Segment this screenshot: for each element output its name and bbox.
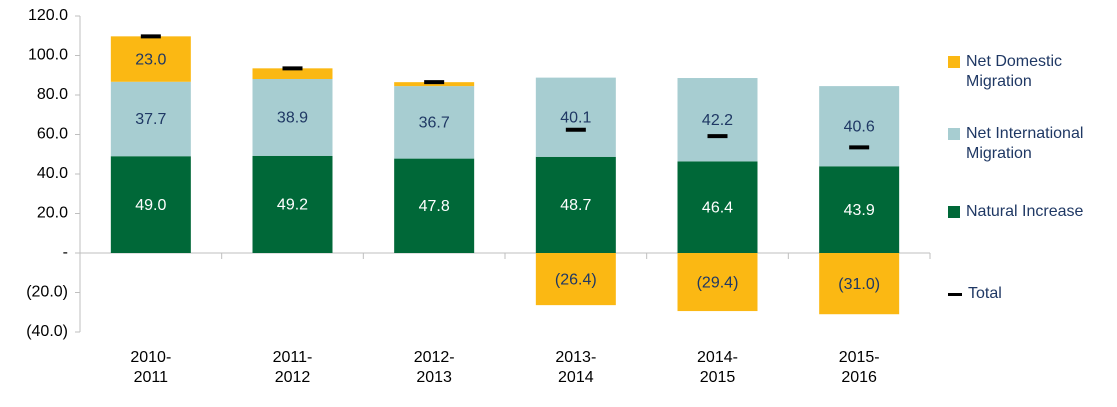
bar-segment bbox=[535, 77, 616, 157]
x-tick-label: 2013-2014 bbox=[555, 349, 597, 386]
value-label: (31.0) bbox=[838, 276, 880, 293]
bar-segment bbox=[252, 79, 333, 156]
bar-segment bbox=[677, 78, 758, 162]
bar-segment bbox=[252, 155, 333, 253]
y-tick-label: 100.0 bbox=[28, 47, 68, 64]
x-tick-label: 2015-2016 bbox=[838, 349, 880, 386]
value-label: 40.1 bbox=[560, 109, 591, 126]
y-tick-label: 40.0 bbox=[37, 165, 68, 182]
bar-segment bbox=[819, 253, 900, 315]
bar-segment bbox=[677, 253, 758, 312]
x-tick-label: 2010-2011 bbox=[130, 349, 172, 386]
value-label: 40.6 bbox=[844, 118, 875, 135]
value-label: (26.4) bbox=[555, 271, 597, 288]
bar-segment bbox=[535, 253, 616, 306]
legend-swatch bbox=[948, 56, 960, 68]
legend-item: Net Domestic Migration bbox=[948, 52, 1076, 92]
value-label: 42.2 bbox=[702, 112, 733, 129]
legend-label: Natural Increase bbox=[966, 203, 1084, 220]
bar-segment bbox=[252, 68, 333, 80]
bar-segment bbox=[110, 156, 191, 253]
legend-item: Total bbox=[948, 284, 1117, 304]
legend-label: Net Domestic Migration bbox=[966, 53, 1063, 90]
y-tick-label: 80.0 bbox=[37, 86, 68, 103]
value-label: 49.2 bbox=[277, 197, 308, 214]
y-tick-label: 120.0 bbox=[28, 7, 68, 24]
x-tick-label: 2011-2012 bbox=[272, 349, 313, 386]
x-tick-label: 2014-2015 bbox=[697, 349, 738, 386]
value-label: 46.4 bbox=[702, 199, 733, 216]
y-tick-label: (20.0) bbox=[26, 284, 68, 301]
value-label: 47.8 bbox=[419, 198, 450, 215]
legend-label: Net International Migration bbox=[966, 125, 1084, 162]
bar-segment bbox=[819, 166, 900, 253]
bar-segment bbox=[110, 81, 191, 157]
bar-segment bbox=[394, 86, 475, 159]
legend-item: Net International Migration bbox=[948, 124, 1116, 164]
value-label: 38.9 bbox=[277, 110, 308, 127]
bar-segment bbox=[819, 86, 900, 167]
legend-item: Natural Increase bbox=[948, 202, 1117, 222]
legend-swatch bbox=[948, 128, 960, 140]
legend-swatch bbox=[948, 293, 962, 296]
value-label: 36.7 bbox=[419, 115, 450, 132]
legend-label: Total bbox=[968, 285, 1002, 302]
y-tick-label: 60.0 bbox=[37, 126, 68, 143]
bar-segment bbox=[394, 158, 475, 253]
y-tick-label: (40.0) bbox=[26, 323, 68, 340]
bar-segment bbox=[535, 156, 616, 253]
bar-segment bbox=[110, 36, 191, 82]
bar-segment bbox=[677, 161, 758, 253]
value-label: 37.7 bbox=[135, 111, 166, 128]
legend-swatch bbox=[948, 206, 960, 218]
value-label: 49.0 bbox=[135, 197, 166, 214]
value-label: (29.4) bbox=[697, 274, 739, 291]
value-label: 23.0 bbox=[135, 51, 166, 68]
y-tick-label: 20.0 bbox=[37, 205, 68, 222]
value-label: 43.9 bbox=[844, 202, 875, 219]
x-tick-label: 2012-2013 bbox=[413, 349, 455, 386]
y-tick-label: - bbox=[63, 244, 68, 261]
value-label: 48.7 bbox=[560, 197, 591, 214]
